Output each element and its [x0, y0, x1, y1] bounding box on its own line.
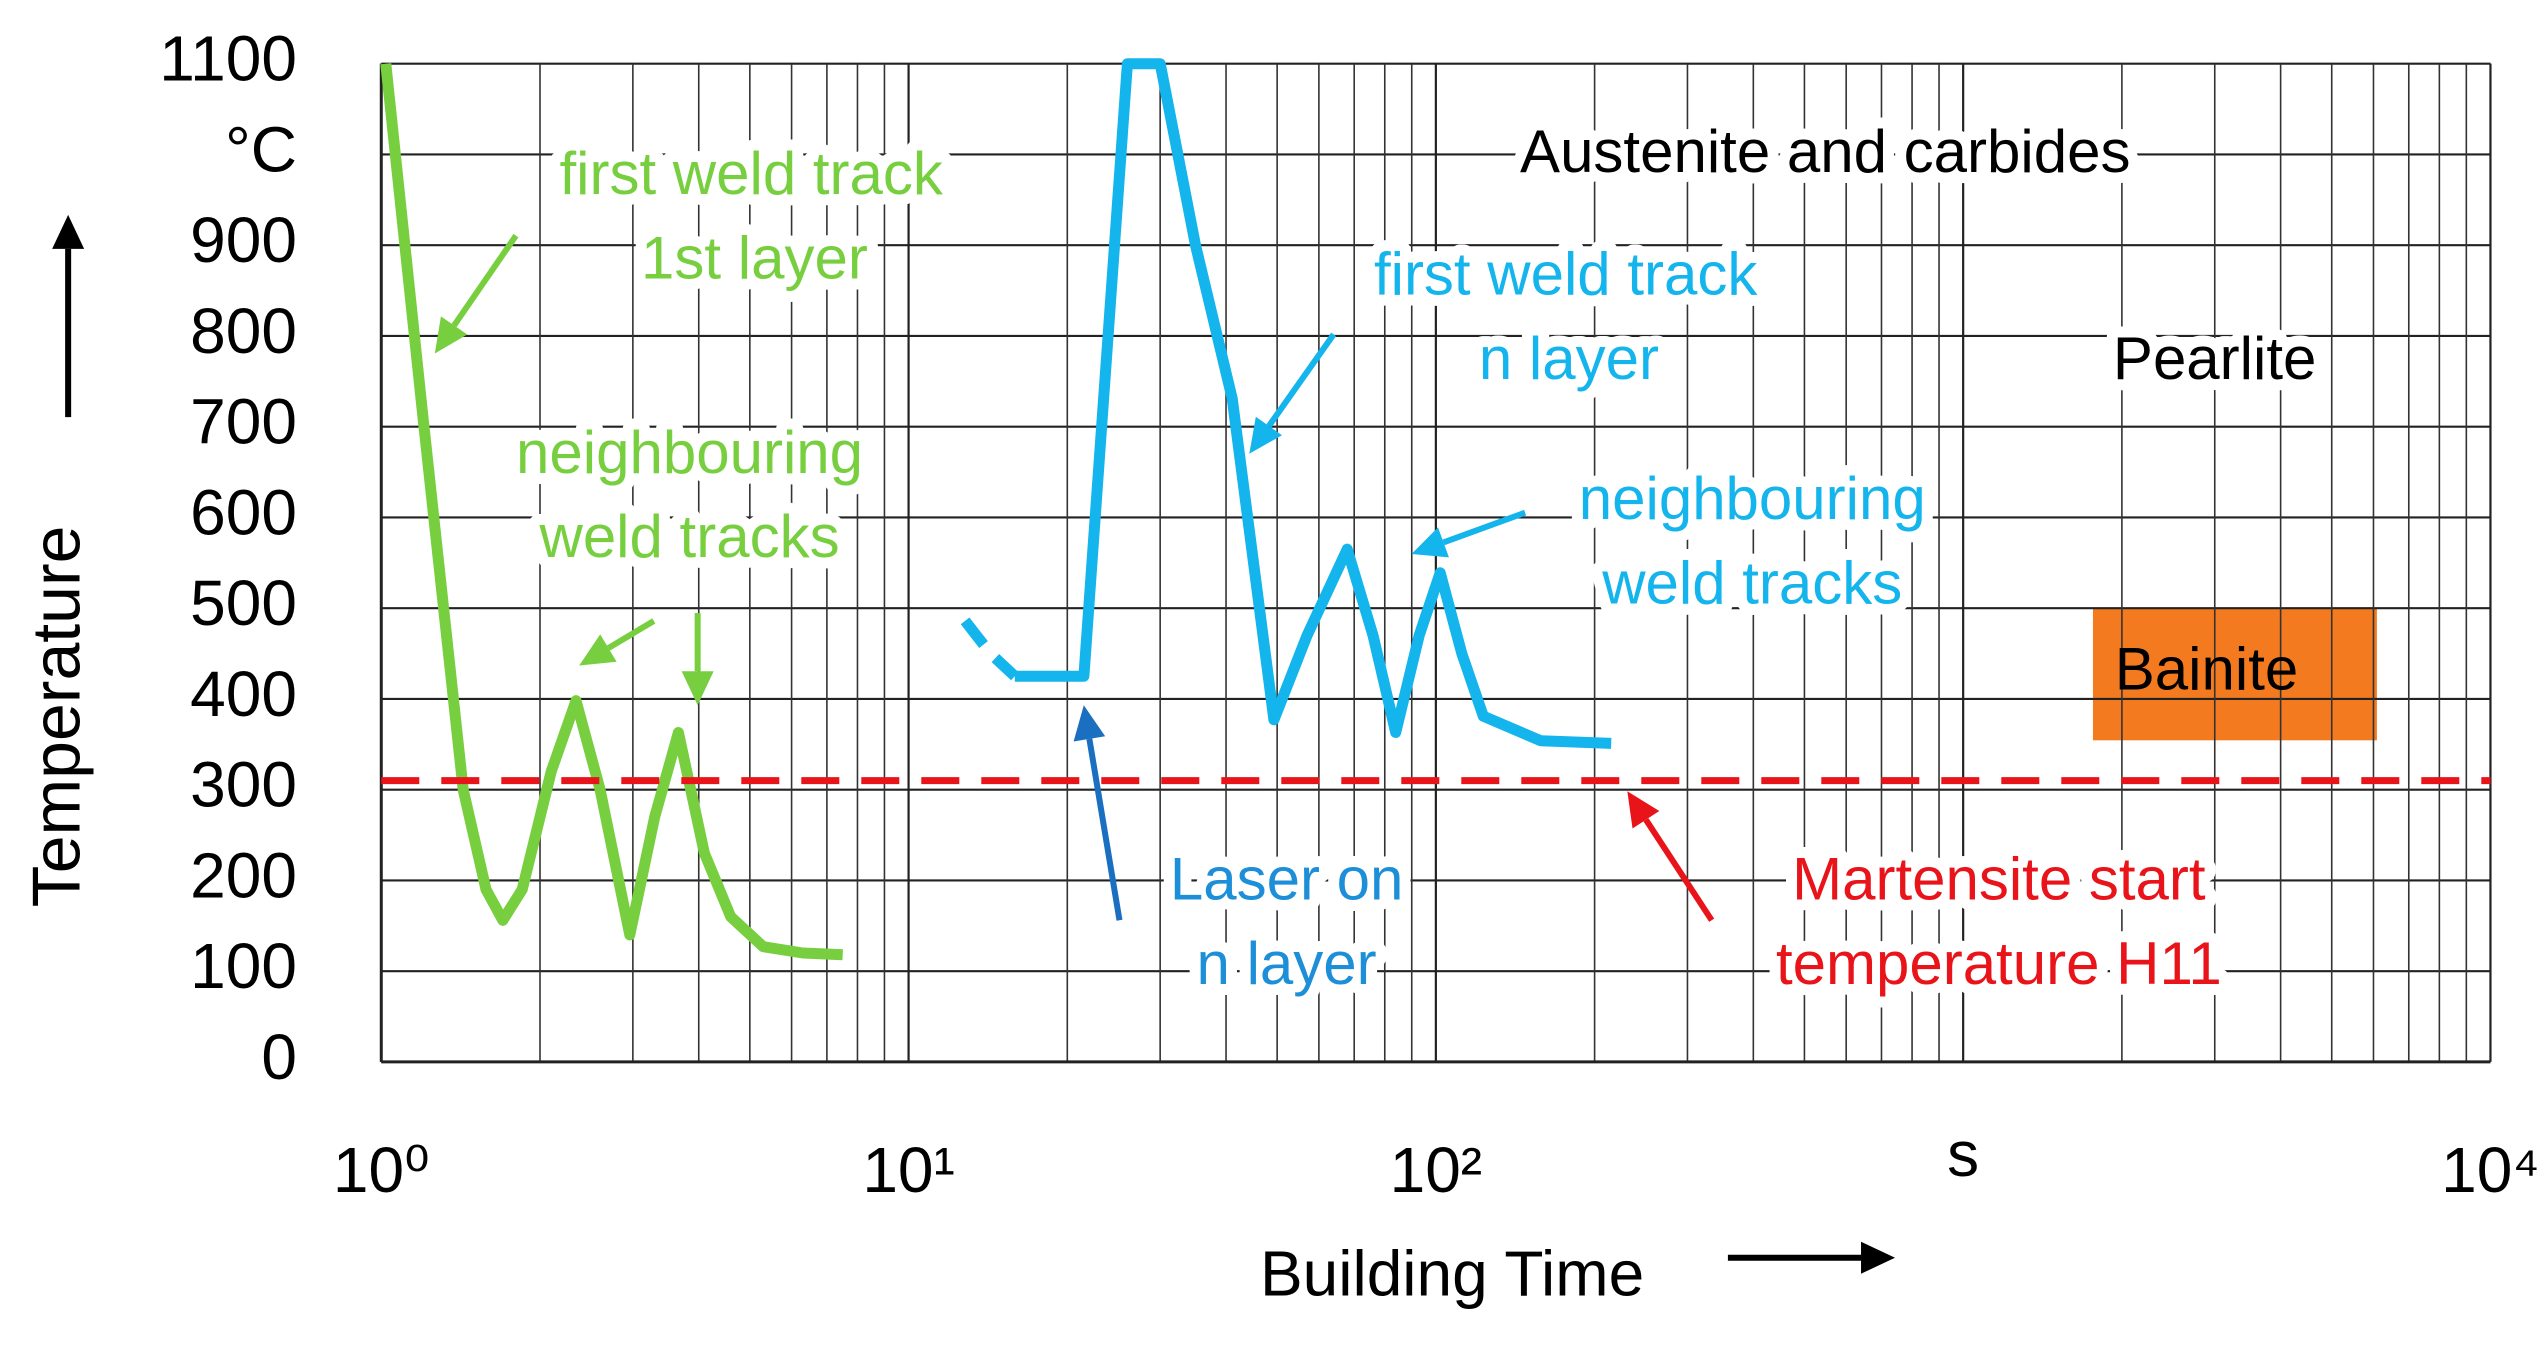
x-tick-label: 10¹: [862, 1134, 955, 1206]
x-tick-label: 10⁰: [333, 1134, 430, 1206]
y-tick-label: 0: [261, 1021, 297, 1093]
arrow-head: [579, 634, 617, 666]
arrow-head: [1249, 416, 1282, 454]
y-tick-label: 1100: [159, 23, 297, 95]
arrow-shaft: [1086, 738, 1123, 921]
annotation: neighbouring: [1579, 465, 1926, 532]
arrow-head: [1411, 527, 1449, 558]
x-tick-label: 10⁴: [2441, 1134, 2540, 1206]
series-line: [380, 63, 843, 961]
arrow-head: [1073, 705, 1106, 742]
arrow-head: [1627, 791, 1660, 829]
annotation: n layer: [1479, 325, 1659, 392]
y-tick-label: 600: [190, 476, 297, 548]
y-tick-label: 200: [190, 839, 297, 911]
annotation: Laser on: [1170, 845, 1404, 912]
arrow-head: [1861, 1241, 1896, 1274]
annotation: temperature H11: [1776, 930, 2222, 997]
arrow-shaft: [451, 233, 519, 328]
series-line: [1014, 58, 1612, 749]
annotation: weld tracks: [538, 503, 839, 570]
annotation: weld tracks: [1601, 549, 1902, 616]
annotation: Pearlite: [2113, 325, 2316, 392]
x-tick-label: s: [1947, 1118, 1979, 1190]
arrow-head: [681, 671, 714, 706]
arrow-shaft: [1643, 818, 1715, 922]
y-tick-label: 300: [190, 749, 297, 821]
x-tick-label: 10²: [1390, 1134, 1483, 1206]
arrow-head: [434, 316, 468, 354]
y-tick-label: 500: [190, 567, 297, 639]
x-axis-label: Building Time: [1260, 1237, 1644, 1309]
annotation: Bainite: [2115, 635, 2298, 702]
annotation: 1st layer: [641, 225, 868, 292]
annotation: first weld track: [1374, 240, 1758, 307]
arrow-shaft: [606, 618, 656, 651]
bainite-region: [2092, 608, 2377, 741]
annotation: neighbouring: [516, 419, 863, 486]
y-tick-label: 900: [190, 204, 297, 276]
annotation: Martensite start: [1792, 845, 2206, 912]
annotation: first weld track: [559, 140, 943, 207]
arrow-shaft: [1266, 332, 1337, 428]
y-tick-label: °C: [225, 113, 297, 185]
y-tick-label: 800: [190, 295, 297, 367]
annotation: n layer: [1197, 930, 1377, 997]
y-axis-label: Temperature: [19, 526, 95, 908]
arrow-head: [52, 214, 85, 249]
series-line: [960, 617, 1019, 681]
arrow-shaft: [1442, 509, 1527, 546]
y-tick-label: 100: [190, 930, 297, 1002]
y-tick-label: 400: [190, 658, 297, 730]
annotation: Austenite and carbides: [1520, 118, 2130, 185]
y-tick-label: 700: [190, 386, 297, 458]
